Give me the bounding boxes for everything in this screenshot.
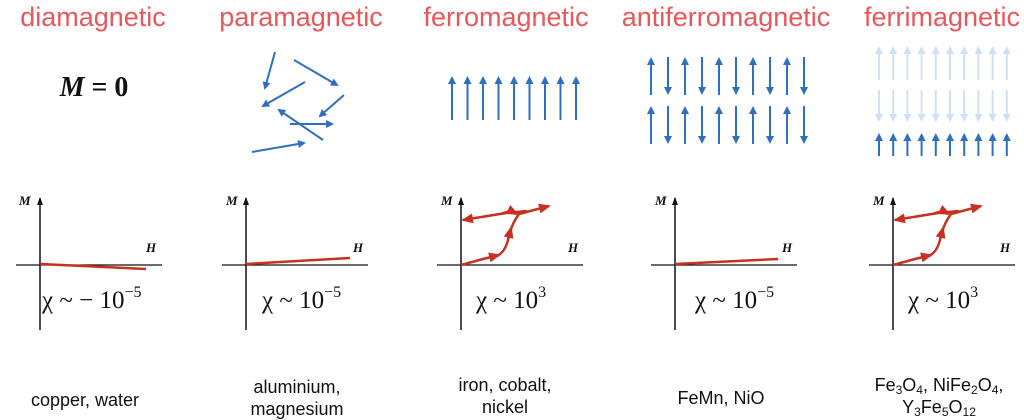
ferrimagnetic-formulas-line2: Y3Fe5O12 [902,397,976,419]
initial-magnetization-curve [892,252,933,267]
title-ferromagnetic: ferromagnetic [423,2,589,32]
spin-arrow [261,81,306,107]
h-axis-label: H [568,240,579,255]
m-axis-label: M [226,193,238,208]
antiferromagnetic-spins [647,57,808,144]
zero-magnetization-label: M = 0 [59,72,129,103]
susceptibility-label: χ ~ − 10−5 [42,284,142,315]
example-materials-paramagnetic: aluminium, magnesium [250,377,344,419]
susceptibility-label: χ ~ 10−5 [695,284,775,315]
magnetization-curve [39,262,147,271]
title-ferrimagnetic: ferrimagnetic [863,2,1021,32]
initial-magnetization-curve [928,226,946,258]
loop-arrow [500,205,519,216]
saturation-branch [508,203,551,233]
example-materials-ferromagnetic: iron, cobalt, nickel [458,375,552,417]
m-axis-label: M [873,193,885,208]
spin-arrow [262,51,276,90]
saturation-branch [940,203,983,233]
magnetization-plots [16,197,1015,330]
hysteresis-loop [892,203,983,267]
susceptibility-label: χ ~ 10−5 [262,284,342,315]
title-diamagnetic: diamagnetic [20,2,166,32]
susceptibility-label: χ ~ 103 [908,284,979,315]
h-axis-label: H [782,240,793,255]
magnetization-curve [245,256,351,266]
magnetization-curve [674,257,779,266]
title-antiferromagnetic: antiferromagnetic [621,2,831,32]
ferrimagnetic-spins [875,46,1011,156]
example-materials-diamagnetic: copper, water [30,390,140,410]
m-axis-label: M [19,193,31,208]
paramagnetic-spins [251,51,345,153]
spin-arrow [251,140,306,153]
spin-arrow [318,94,345,118]
ferromagnetic-spins [448,76,580,120]
spin-arrow [293,59,339,87]
ferrimagnetic-formulas-line1: Fe3O4, NiFe2O4, [874,375,1004,397]
h-axis-label: H [353,240,364,255]
example-materials-ferrimagnetic: Fe3O4, NiFe2O4, Y3Fe5O12 [839,374,1024,418]
example-materials-antiferromagnetic: FeMn, NiO [677,388,765,408]
m-axis-label: M [655,193,667,208]
initial-magnetization-curve [496,226,514,258]
h-axis-label: H [146,240,157,255]
h-axis-label: H [1000,240,1011,255]
title-paramagnetic: paramagnetic [219,2,383,32]
hysteresis-loop [460,203,551,267]
initial-magnetization-curve [460,252,501,267]
susceptibility-label: χ ~ 103 [476,284,547,315]
loop-arrow [932,205,951,216]
m-axis-label: M [441,193,453,208]
